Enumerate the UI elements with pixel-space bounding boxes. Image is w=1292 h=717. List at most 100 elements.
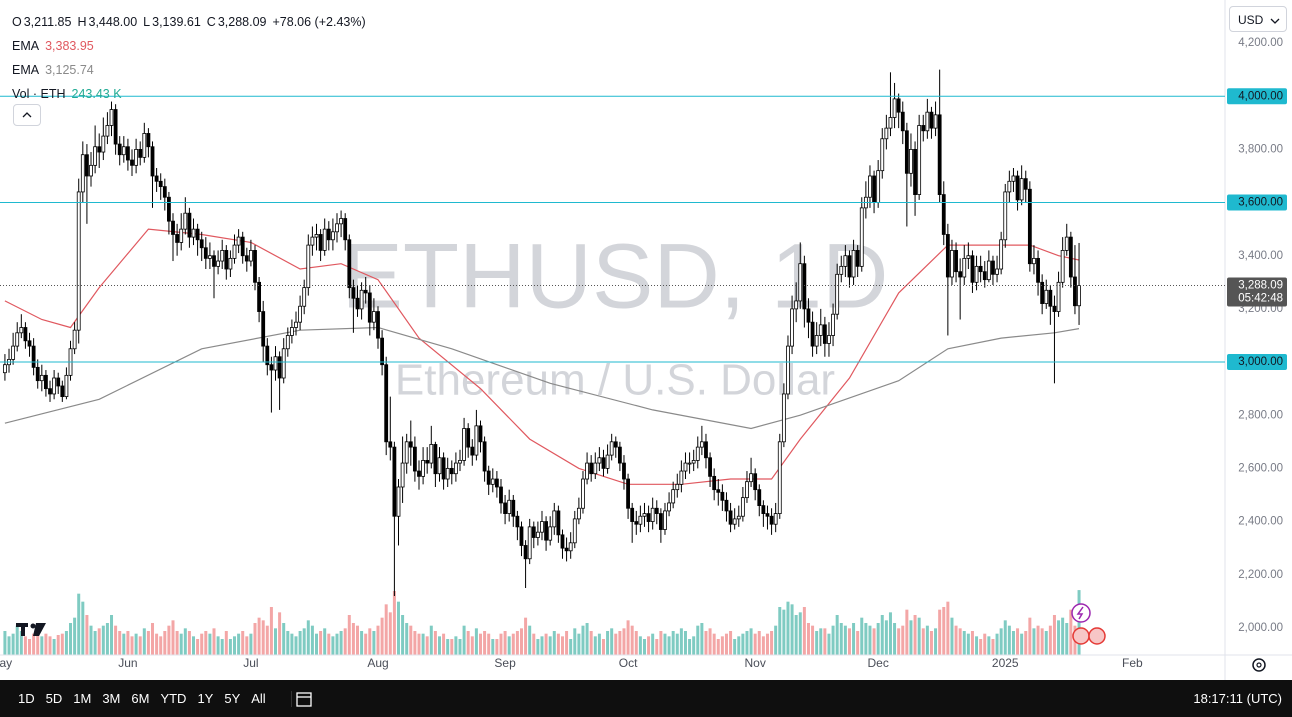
- candle-body: [376, 311, 380, 339]
- volume-bar: [335, 633, 339, 655]
- volume-bar: [942, 607, 946, 655]
- range-button[interactable]: 5D: [45, 691, 63, 706]
- level-label: 3,000.00: [1238, 356, 1283, 368]
- volume-bar: [1057, 620, 1061, 655]
- volume-bar: [917, 617, 921, 655]
- range-button[interactable]: YTD: [160, 691, 187, 706]
- volume-bar: [130, 636, 134, 655]
- currency-select[interactable]: USD: [1229, 6, 1287, 32]
- ema-row: EMA 3,125.74: [12, 58, 368, 82]
- volume-value: 243.43 K: [71, 87, 122, 101]
- candle-body: [458, 460, 462, 464]
- volume-bar: [261, 620, 265, 655]
- volume-bar: [573, 628, 577, 655]
- volume-bar: [351, 623, 355, 655]
- volume-bar: [442, 633, 446, 655]
- volume-bar: [1016, 628, 1020, 655]
- candle-body: [859, 207, 864, 267]
- volume-bar: [36, 631, 40, 655]
- candle-body: [798, 263, 803, 302]
- candle-body: [937, 114, 942, 195]
- volume-bar: [815, 631, 819, 655]
- range-button[interactable]: 1D: [18, 691, 35, 706]
- candle-body: [642, 513, 647, 517]
- volume-bar: [524, 617, 528, 655]
- x-tick-label: Oct: [619, 656, 638, 670]
- volume-bar: [790, 604, 794, 655]
- candle-body: [523, 545, 528, 560]
- volume-bar: [196, 639, 200, 655]
- range-button[interactable]: 5Y: [224, 691, 241, 706]
- candle-body: [371, 311, 376, 323]
- volume-bar: [413, 631, 417, 655]
- range-button[interactable]: 1Y: [197, 691, 214, 706]
- ema-line: [4, 326, 1080, 430]
- candle-body: [917, 125, 922, 195]
- candle-body: [93, 146, 98, 166]
- candle-body: [232, 244, 237, 259]
- volume-bar: [487, 633, 491, 655]
- range-button[interactable]: 3M: [102, 691, 121, 706]
- volume-bar: [909, 620, 913, 655]
- last-price-label: 3,288.09: [1238, 280, 1283, 292]
- volume-bar: [876, 623, 880, 655]
- candle-body: [236, 236, 241, 246]
- volume-bar: [339, 631, 343, 655]
- clock[interactable]: 18:17:11 (UTC): [1193, 691, 1282, 706]
- volume-bar: [290, 633, 294, 655]
- candle-body: [52, 377, 57, 395]
- volume-bar: [696, 625, 700, 655]
- x-tick-label: Jul: [243, 656, 258, 670]
- candle-body: [753, 473, 758, 491]
- volume-bar: [1036, 625, 1040, 655]
- range-button[interactable]: All: [251, 691, 266, 706]
- volume-bar: [495, 639, 499, 655]
- candle-body: [847, 255, 852, 278]
- candle-body: [167, 196, 171, 222]
- candle-body: [1027, 188, 1032, 265]
- candle-body: [888, 117, 893, 129]
- volume-bar: [28, 639, 32, 655]
- volume-bar: [827, 633, 831, 655]
- volume-bar: [802, 607, 806, 655]
- candle-body: [650, 507, 655, 522]
- candle-body: [1011, 175, 1016, 182]
- volume-bar: [860, 617, 864, 655]
- candle-body: [351, 287, 356, 299]
- volume-bar: [1048, 625, 1052, 655]
- volume-bar: [302, 628, 306, 655]
- volume-bar: [384, 604, 388, 655]
- settings-icon[interactable]: [1252, 658, 1266, 672]
- candle-body: [19, 327, 24, 334]
- candle-body: [687, 462, 692, 465]
- candle-body: [900, 111, 905, 132]
- volume-bar: [40, 636, 44, 655]
- date-range-icon[interactable]: [290, 689, 315, 709]
- candle-body: [1060, 250, 1065, 283]
- volume-bar: [425, 636, 429, 655]
- volume-bar: [663, 633, 667, 655]
- collapse-button[interactable]: [13, 104, 41, 126]
- candle-body: [388, 441, 393, 448]
- volume-bar: [155, 633, 159, 655]
- volume-bar: [97, 628, 101, 655]
- range-button[interactable]: 6M: [131, 691, 150, 706]
- volume-bar: [364, 633, 368, 655]
- volume-bar: [401, 615, 405, 655]
- candle-body: [1056, 281, 1061, 312]
- candle-body: [564, 547, 569, 552]
- ema-value: 3,383.95: [45, 39, 94, 53]
- volume-bar: [614, 633, 618, 655]
- event-icons[interactable]: [1071, 603, 1106, 645]
- candle-body: [134, 148, 139, 166]
- volume-bar: [720, 636, 724, 655]
- volume-bar: [1024, 631, 1028, 655]
- ohlc-value: 3,288.09: [217, 15, 267, 29]
- candle-body: [786, 345, 790, 395]
- volume-bar: [958, 628, 962, 655]
- candle-body: [896, 98, 901, 113]
- volume-bar: [294, 636, 298, 655]
- range-button[interactable]: 1M: [73, 691, 92, 706]
- candle-body: [453, 462, 458, 475]
